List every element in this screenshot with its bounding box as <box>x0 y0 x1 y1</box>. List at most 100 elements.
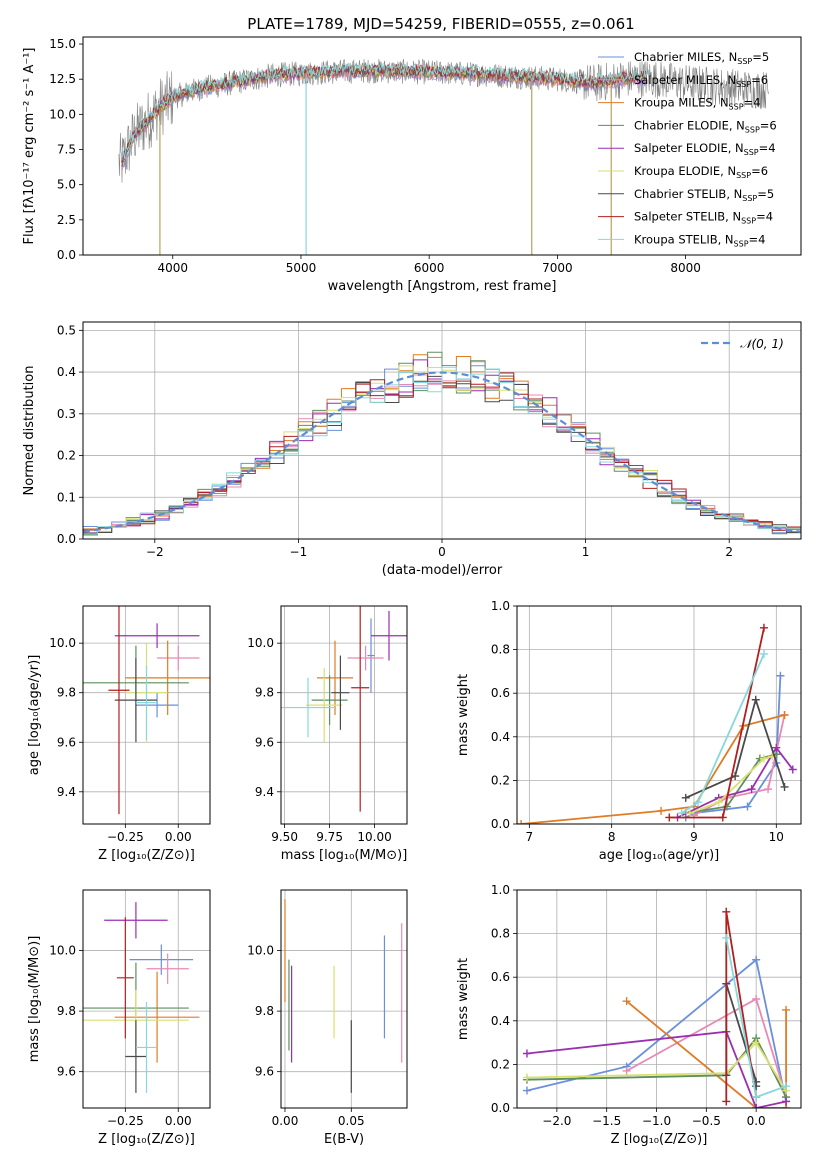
weight-marker <box>743 802 752 811</box>
model-spectrum-8 <box>121 61 647 160</box>
axes-frame <box>82 889 211 1109</box>
spectrum-plot-area <box>118 58 769 255</box>
weight-marker <box>772 743 781 752</box>
weight-marker <box>752 1038 761 1047</box>
errorbar-point <box>114 658 158 743</box>
errorbar-point <box>146 953 189 984</box>
axes-frame <box>280 605 408 825</box>
y-tick-label: 10.0 <box>247 944 274 958</box>
y-tick-label: 0.2 <box>57 449 76 463</box>
y-tick-label: 0.8 <box>491 643 510 657</box>
x-axis-label: E(B-V) <box>324 1132 364 1147</box>
weight-marker <box>782 1005 791 1014</box>
y-tick-label: 1.0 <box>491 883 510 897</box>
weight-marker <box>677 809 686 818</box>
x-axis-label: Z [log₁₀(Z/Z⊙)] <box>611 1132 708 1147</box>
y-tick-label: 10.0 <box>247 636 274 650</box>
errorbar-point <box>135 692 179 718</box>
weight-marker <box>622 1066 631 1075</box>
x-tick-label: −1.5 <box>592 1114 621 1128</box>
age-mass-plot-area <box>281 606 407 812</box>
x-tick-label: −0.5 <box>692 1114 721 1128</box>
x-tick-label: 8 <box>608 830 616 844</box>
spectrum-legend: Chabrier MILES, NSSP=5 Salpeter MILES, NS… <box>598 50 777 248</box>
y-tick-label: 9.4 <box>57 785 76 799</box>
x-tick-label: −0.25 <box>107 830 144 844</box>
age-z-plot-area <box>83 606 210 815</box>
legend-entry: Kroupa MILES, NSSP=4 <box>634 96 760 112</box>
weight-marker <box>752 1093 761 1102</box>
weight-marker <box>752 955 761 964</box>
errorbar-point <box>281 677 335 738</box>
x-axis-label: (data-model)/error <box>382 563 503 578</box>
weight-marker <box>522 1049 531 1058</box>
errorbar-point <box>114 971 200 1063</box>
weight-marker <box>788 765 797 774</box>
y-tick-label: 9.8 <box>57 1004 76 1018</box>
weight-marker <box>776 671 785 680</box>
errorbar-point <box>116 917 134 1039</box>
x-tick-label: 8000 <box>670 261 701 275</box>
x-tick-label: −1 <box>290 545 308 559</box>
weight-marker <box>665 813 674 822</box>
x-tick-label: −2 <box>146 545 164 559</box>
weight-age-plot-area <box>517 623 797 824</box>
gaussian-curve <box>83 371 801 533</box>
y-tick-label: 0.4 <box>491 1014 510 1028</box>
axes-frame <box>82 605 211 825</box>
weight-marker <box>657 806 666 815</box>
y-tick-label: 9.4 <box>255 785 274 799</box>
weight-marker <box>517 820 526 824</box>
errorbar-point <box>157 645 200 671</box>
residuals-panel: −2 −1 0 1 2 0.0 0.1 0.2 0.3 0.4 0.5 (data-model)/er… <box>22 321 802 578</box>
x-tick-label: 6000 <box>414 261 445 275</box>
y-tick-label: 9.6 <box>57 1065 76 1079</box>
x-tick-label: 0.0 <box>747 1114 766 1128</box>
errorbar-point <box>135 665 158 740</box>
mass-z-panel: −0.25 0.00 9.6 9.8 10.0 Z [log₁₀(Z/Z⊙)] mass [… <box>27 889 211 1147</box>
weight-z-plot-area <box>522 907 791 1108</box>
y-tick-label: 10.0 <box>49 944 76 958</box>
errorbar-point <box>104 902 168 939</box>
y-tick-label: 0.5 <box>57 323 76 337</box>
axes-frame <box>280 889 408 1109</box>
y-axis-label: mass weight <box>456 674 471 756</box>
y-tick-label: 0.0 <box>491 1101 510 1115</box>
y-tick-label: 1.0 <box>491 599 510 613</box>
x-tick-label: 7000 <box>542 261 573 275</box>
weight-marker <box>782 1097 791 1106</box>
x-tick-label: 1 <box>582 545 590 559</box>
y-tick-label: 0.4 <box>57 365 76 379</box>
x-tick-label: 10 <box>769 830 784 844</box>
y-tick-label: 0.6 <box>491 970 510 984</box>
x-tick-label: 9.75 <box>316 830 343 844</box>
axes-frame <box>516 889 802 1109</box>
weight-marker <box>764 785 773 794</box>
weight-marker <box>694 798 703 807</box>
weight-marker <box>714 798 723 807</box>
errorbar-point <box>306 667 343 743</box>
x-tick-label: 4000 <box>157 261 188 275</box>
weight-marker <box>759 649 768 658</box>
x-tick-label: −1.0 <box>642 1114 671 1128</box>
mass-ebv-plot-area <box>284 899 403 1093</box>
y-tick-label: 2.5 <box>57 213 76 227</box>
weight-marker <box>782 1082 791 1091</box>
x-axis-label: Z [log₁₀(Z/Z⊙)] <box>98 1132 195 1147</box>
weight-series-3 <box>685 753 777 814</box>
y-tick-label: 0.4 <box>491 730 510 744</box>
errorbar-point <box>129 944 194 975</box>
mass-z-plot-area <box>83 902 200 1093</box>
x-axis-label: age [log₁₀(age/yr)] <box>599 848 720 863</box>
weight-series-5 <box>526 1041 787 1092</box>
y-tick-label: 0.8 <box>491 927 510 941</box>
weight-series-6 <box>685 696 786 799</box>
y-tick-label: 9.8 <box>57 686 76 700</box>
errorbar-point <box>311 675 348 725</box>
legend-entry: Salpeter ELODIE, NSSP=4 <box>634 141 776 157</box>
errorbar-point <box>347 645 384 671</box>
weight-series-4 <box>526 1030 787 1108</box>
mass-ebv-panel: 0.00 0.05 9.6 9.8 10.0 E(B-V) <box>247 889 408 1147</box>
y-axis-label: mass [log₁₀(M/M⊙)] <box>27 936 42 1063</box>
